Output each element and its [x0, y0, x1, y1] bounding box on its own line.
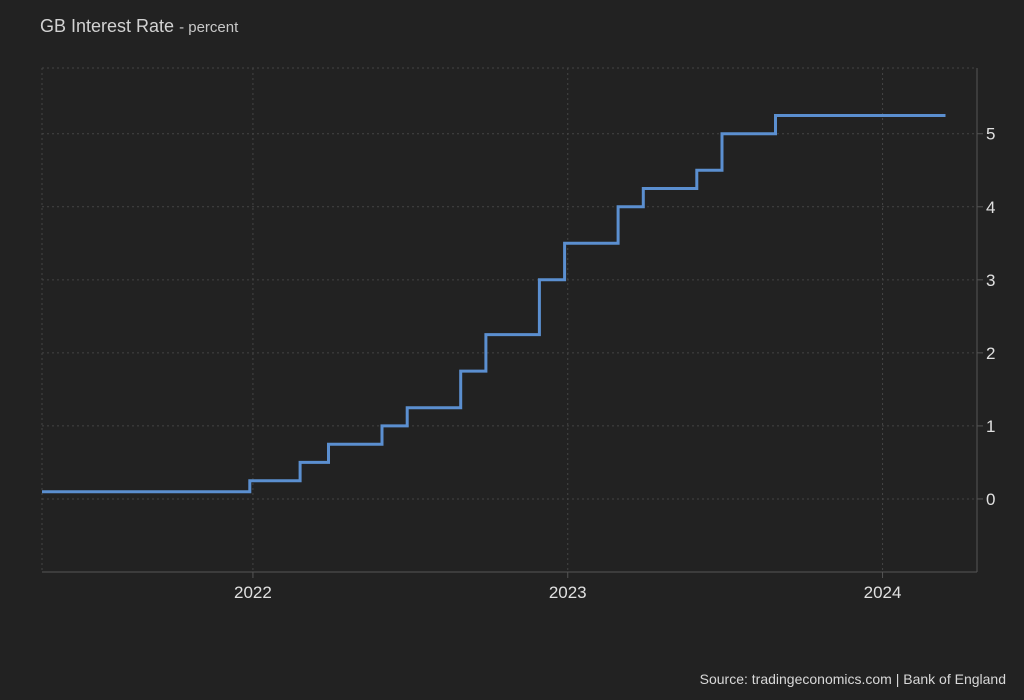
- series-line: [42, 114, 946, 494]
- title-text: GB Interest Rate: [40, 16, 175, 36]
- y-tick-label: 4: [986, 198, 995, 217]
- y-tick-label: 1: [986, 417, 995, 436]
- chart-title: GB Interest Rate - percent: [40, 16, 238, 37]
- y-tick-label: 0: [986, 490, 995, 509]
- axis-layer: [42, 68, 983, 578]
- y-tick-label: 2: [986, 344, 995, 363]
- y-tick-label: 5: [986, 125, 995, 144]
- series-layer: [42, 114, 946, 494]
- x-tick-label: 2023: [549, 583, 587, 602]
- grid-layer: [41, 67, 977, 572]
- plot-area: [42, 68, 977, 572]
- y-tick-label: 3: [986, 271, 995, 290]
- title-unit: - percent: [179, 19, 239, 36]
- x-tick-label: 2024: [864, 583, 902, 602]
- tick-layer: 0 1 2 3 4 5 2022 2023 2024: [234, 125, 995, 602]
- x-tick-label: 2022: [234, 583, 272, 602]
- source-note: Source: tradingeconomics.com | Bank of E…: [699, 671, 1006, 687]
